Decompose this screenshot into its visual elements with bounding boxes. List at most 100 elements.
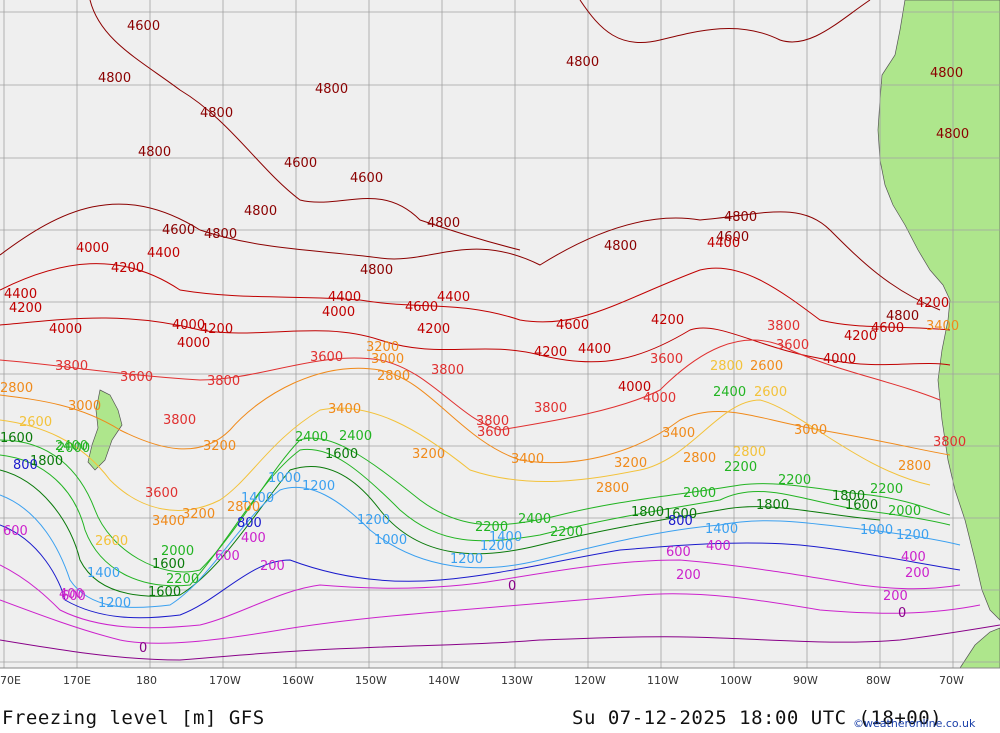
- contour-label: 200: [260, 559, 285, 574]
- contour-label: 3200: [412, 447, 445, 462]
- contour-label: 4400: [328, 290, 361, 305]
- contour-label: 4000: [643, 391, 676, 406]
- contour-label: 3800: [207, 374, 240, 389]
- contour-label: 1200: [450, 552, 483, 567]
- contour-label: 2000: [57, 441, 90, 456]
- copyright-credit: ©weatheronline.co.uk: [853, 717, 976, 730]
- contour-label: 3400: [926, 319, 959, 334]
- contour-label: 3600: [477, 425, 510, 440]
- contour-label: 0: [508, 579, 516, 594]
- contour-3600: [0, 339, 941, 431]
- contour-label: 1600: [845, 498, 878, 513]
- contour-label: 3000: [68, 399, 101, 414]
- longitude-tick-label: 80W: [866, 674, 891, 687]
- contour-label: 2800: [733, 445, 766, 460]
- contour-label: 2000: [888, 504, 921, 519]
- valid-datetime: Su 07-12-2025 18:00 UTC (18+00): [572, 707, 942, 729]
- contour-2800: [0, 399, 931, 511]
- longitude-tick-label: 160W: [282, 674, 314, 687]
- contour-label: 200: [676, 568, 701, 583]
- contour-label: 1200: [480, 539, 513, 554]
- contour-label: 1600: [325, 447, 358, 462]
- contour-label: 600: [215, 549, 240, 564]
- contour-label: 800: [668, 514, 693, 529]
- contour-label: 4400: [147, 246, 180, 261]
- contour-label: 2200: [475, 520, 508, 535]
- contour-label: 4200: [651, 313, 684, 328]
- contour-label: 3600: [310, 350, 343, 365]
- contour-3200: [0, 367, 951, 464]
- contour-label: 3600: [120, 370, 153, 385]
- contour-label: 2800: [683, 451, 716, 466]
- contour-label: 4800: [604, 239, 637, 254]
- contour-label: 1800: [756, 498, 789, 513]
- contour-label: 4400: [4, 287, 37, 302]
- contour-label: 3400: [328, 402, 361, 417]
- south-america-landmass: [877, 0, 1000, 621]
- longitude-tick-label: 150W: [355, 674, 387, 687]
- contour-4800: [0, 203, 941, 311]
- contour-label: 4800: [930, 66, 963, 81]
- contour-label: 3200: [614, 456, 647, 471]
- longitude-tick-label: 110W: [647, 674, 679, 687]
- contour-label: 4800: [138, 145, 171, 160]
- contour-label: 3800: [431, 363, 464, 378]
- longitude-tick-label: 180: [136, 674, 157, 687]
- contour-label: 4000: [177, 336, 210, 351]
- contour-label: 1000: [860, 523, 893, 538]
- contour-label: 2000: [161, 544, 194, 559]
- contour-1200: [0, 486, 961, 608]
- contour-label: 2600: [19, 415, 52, 430]
- contour-label: 4000: [823, 352, 856, 367]
- ocean-background: [0, 0, 1000, 668]
- contour-label: 2800: [596, 481, 629, 496]
- contour-label: 2800: [898, 459, 931, 474]
- contour-label: 1200: [98, 596, 131, 611]
- contour-label: 4000: [172, 318, 205, 333]
- contour-label: 4800: [98, 71, 131, 86]
- contour-label: 1200: [896, 528, 929, 543]
- contour-label: 4800: [886, 309, 919, 324]
- contour-label: 400: [706, 539, 731, 554]
- contour-label: 2800: [0, 381, 33, 396]
- contour-4800-northeast: [579, 0, 871, 44]
- contour-label: 4600: [405, 300, 438, 315]
- contour-label: 1000: [268, 471, 301, 486]
- contour-1600: [0, 465, 881, 597]
- contour-label: 4800: [315, 82, 348, 97]
- map-title: Freezing level [m] GFS: [2, 707, 265, 729]
- contour-label: 1000: [374, 533, 407, 548]
- contour-label: 3200: [366, 340, 399, 355]
- contour-label: 2200: [870, 482, 903, 497]
- contour-label: 3400: [662, 426, 695, 441]
- contour-label: 3800: [476, 414, 509, 429]
- contour-label: 2400: [713, 385, 746, 400]
- contour-label: 4800: [244, 204, 277, 219]
- contour-0: [0, 624, 1000, 661]
- contour-label: 4600: [350, 171, 383, 186]
- contour-label: 800: [13, 458, 38, 473]
- contour-4400: [0, 263, 951, 331]
- contour-label: 3400: [152, 514, 185, 529]
- contour-label: 4600: [162, 223, 195, 238]
- contour-label: 4800: [566, 55, 599, 70]
- contour-4000: [0, 317, 951, 366]
- contour-label: 2800: [710, 359, 743, 374]
- contour-label: 1400: [705, 522, 738, 537]
- contour-label: 3600: [145, 486, 178, 501]
- contour-label: 4200: [111, 261, 144, 276]
- contour-label: 200: [883, 589, 908, 604]
- contour-label: 4000: [322, 305, 355, 320]
- contour-label: 400: [241, 531, 266, 546]
- contour-label: 2400: [55, 439, 88, 454]
- contour-label: 3000: [794, 423, 827, 438]
- contour-label: 4800: [200, 106, 233, 121]
- contour-label: 4200: [200, 322, 233, 337]
- contour-label: 4600: [716, 230, 749, 245]
- contour-label: 4200: [916, 296, 949, 311]
- contour-400: [0, 559, 961, 629]
- longitude-tick-label: 70E: [0, 674, 21, 687]
- longitude-tick-label: 100W: [720, 674, 752, 687]
- contour-label: 2200: [724, 460, 757, 475]
- contour-label: 4400: [707, 236, 740, 251]
